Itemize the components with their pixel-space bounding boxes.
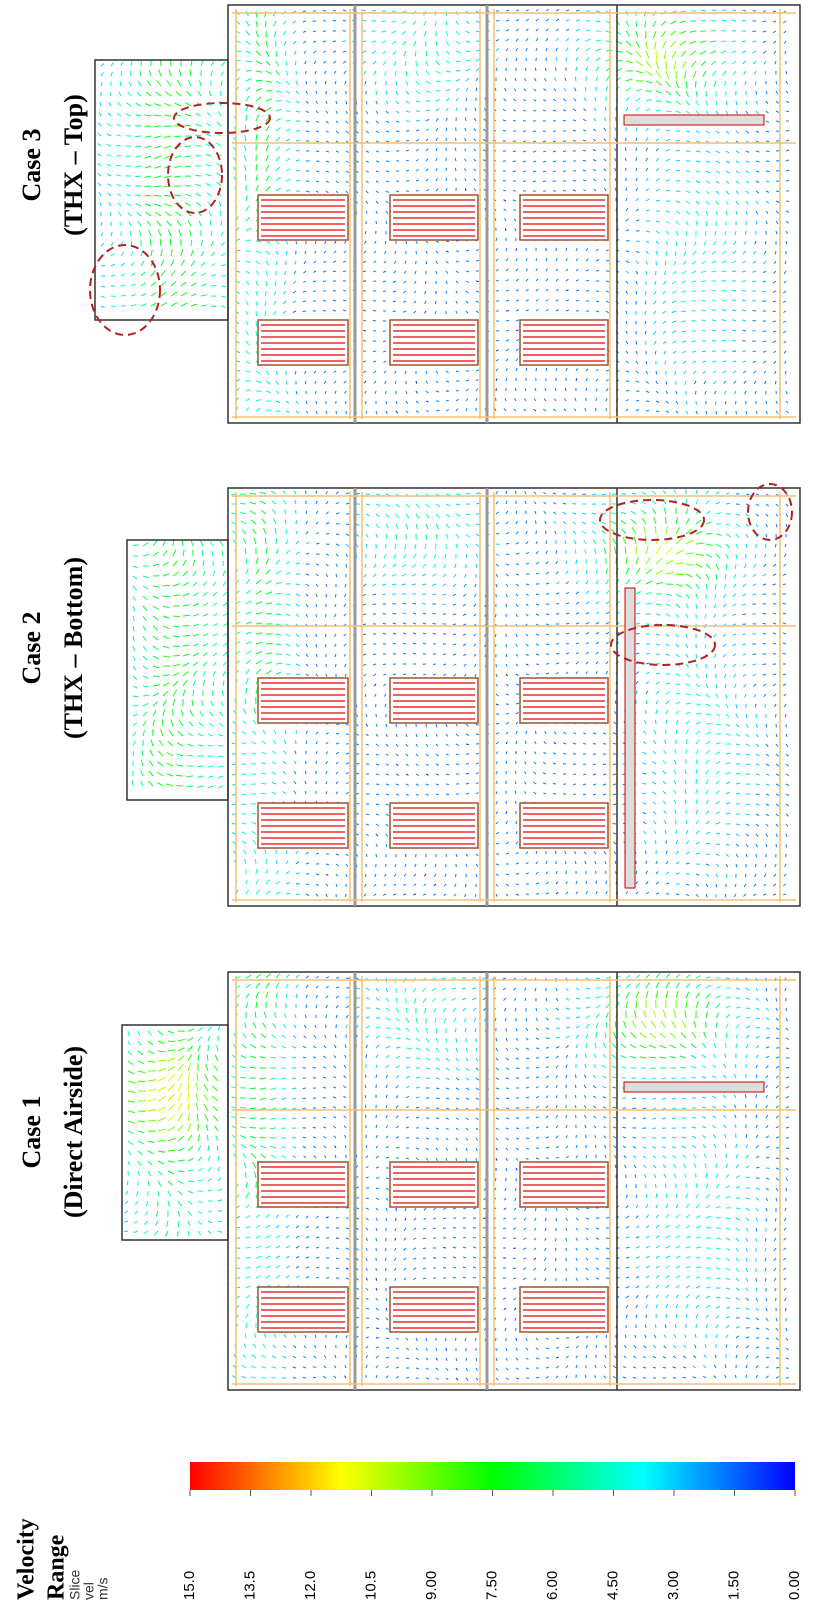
velocity-vectors xyxy=(158,1084,175,1101)
rack-rows xyxy=(261,683,345,719)
velocity-vectors xyxy=(138,1000,686,1131)
legend-title: Range xyxy=(44,1534,70,1600)
rack-rows xyxy=(261,325,345,361)
tick-label: 13.5 xyxy=(241,1571,258,1600)
velocity-vectors xyxy=(128,991,698,1151)
velocity-vectors xyxy=(148,1010,656,1121)
velocity-vectors xyxy=(636,41,686,79)
case-title: Case 2 xyxy=(17,612,46,685)
rack-rows xyxy=(393,200,475,236)
tick-label: 12.0 xyxy=(302,1571,319,1600)
cooling-unit xyxy=(625,588,635,888)
highlight xyxy=(174,103,270,133)
tick-label: 0.00 xyxy=(786,1571,803,1600)
figure: Case 1 (Direct Airside) Case 2 (THX – Botto… xyxy=(0,0,825,1606)
case-panel xyxy=(122,972,800,1390)
case-subtitle: (THX – Bottom) xyxy=(59,557,88,739)
rack-rows xyxy=(393,808,475,844)
rack-rows xyxy=(261,1167,345,1203)
tick-label: 7.50 xyxy=(483,1571,500,1600)
rack-rows xyxy=(523,683,605,719)
case-subtitle: (Direct Airside) xyxy=(59,1046,88,1218)
case-panel xyxy=(90,5,800,423)
panels: Case 1 (Direct Airside) Case 2 (THX – Botto… xyxy=(17,5,800,1390)
tick-label: 15.0 xyxy=(181,1571,198,1600)
case-title: Case 3 xyxy=(17,129,46,202)
case-subtitle: (THX – Top) xyxy=(59,94,88,236)
cooling-unit xyxy=(624,115,764,125)
rack-rows xyxy=(261,200,345,236)
velocity-vectors xyxy=(636,526,694,574)
rack-rows xyxy=(523,1167,605,1203)
tick-label: 3.00 xyxy=(665,1571,682,1600)
velocity-vectors xyxy=(154,31,696,296)
rack-rows xyxy=(393,1292,475,1328)
rack-rows xyxy=(261,808,345,844)
rack-rows xyxy=(393,1167,475,1203)
highlight xyxy=(168,137,222,213)
case-title: Case 1 xyxy=(17,1096,46,1169)
tick-label: 4.50 xyxy=(604,1571,621,1600)
legend: 15.0 13.5 12.0 10.5 9.00 7.50 6.00 4.50 3.00 1.50… xyxy=(14,1462,803,1600)
velocity-vectors xyxy=(656,51,657,60)
legend-title: Velocity xyxy=(14,1518,40,1600)
extension-outline xyxy=(127,540,228,800)
tick-label: 9.00 xyxy=(423,1571,440,1600)
extension-outline xyxy=(122,1025,228,1240)
rack-rows xyxy=(393,325,475,361)
color-bar xyxy=(190,1462,795,1490)
tick-label: 10.5 xyxy=(362,1571,379,1600)
rack-rows xyxy=(261,1292,345,1328)
rack-rows xyxy=(523,325,605,361)
tick-label: 6.00 xyxy=(544,1571,561,1600)
velocity-vectors xyxy=(133,491,731,788)
legend-quantity: m/s xyxy=(95,1577,111,1600)
rack-rows xyxy=(523,808,605,844)
tick-label: 1.50 xyxy=(725,1571,742,1600)
cooling-unit xyxy=(624,1082,764,1092)
highlight xyxy=(748,484,792,540)
rack-rows xyxy=(523,200,605,236)
velocity-vectors xyxy=(144,11,716,306)
rack-rows xyxy=(523,1292,605,1328)
extension-outline xyxy=(95,60,228,320)
case-panel xyxy=(127,484,800,906)
rack-rows xyxy=(393,683,475,719)
highlight xyxy=(90,245,160,335)
